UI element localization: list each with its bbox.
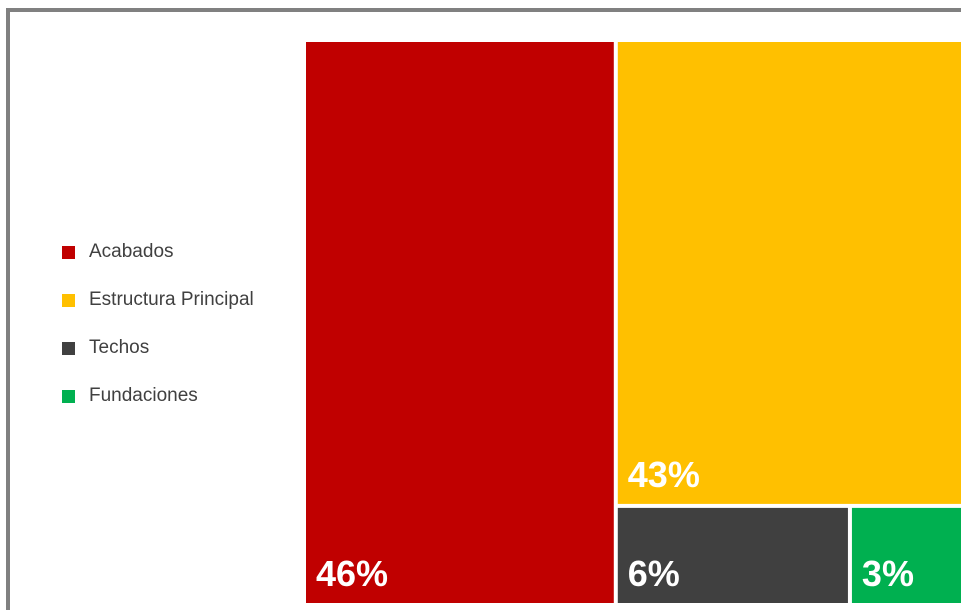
- legend-label-acabados: Acabados: [89, 241, 174, 262]
- treemap-tile-techos: [617, 507, 848, 603]
- legend-swatch-techos: [62, 341, 75, 355]
- legend: Acabados Estructura Principal Techos Fun…: [62, 240, 292, 432]
- legend-swatch-estructura-principal: [62, 293, 75, 307]
- treemap-chart: 46% 43% 6% 3%: [306, 42, 961, 603]
- treemap-tile-estructura-principal: [617, 42, 961, 504]
- treemap-label-fundaciones: 3%: [862, 553, 914, 594]
- legend-item-acabados: Acabados: [62, 240, 292, 264]
- treemap-label-estructura-principal: 43%: [628, 454, 700, 495]
- legend-item-techos: Techos: [62, 336, 292, 360]
- legend-label-techos: Techos: [89, 337, 150, 358]
- treemap-label-acabados: 46%: [316, 553, 388, 594]
- legend-label-estructura-principal: Estructura Principal: [89, 289, 254, 310]
- chart-frame: Acabados Estructura Principal Techos Fun…: [6, 8, 961, 610]
- treemap-tile-acabados: [306, 42, 614, 603]
- treemap-label-techos: 6%: [628, 553, 680, 594]
- legend-swatch-acabados: [62, 245, 75, 259]
- legend-label-fundaciones: Fundaciones: [89, 385, 198, 406]
- legend-swatch-fundaciones: [62, 389, 75, 403]
- legend-item-fundaciones: Fundaciones: [62, 384, 292, 408]
- treemap-tile-fundaciones: [851, 507, 961, 603]
- legend-item-estructura-principal: Estructura Principal: [62, 288, 292, 312]
